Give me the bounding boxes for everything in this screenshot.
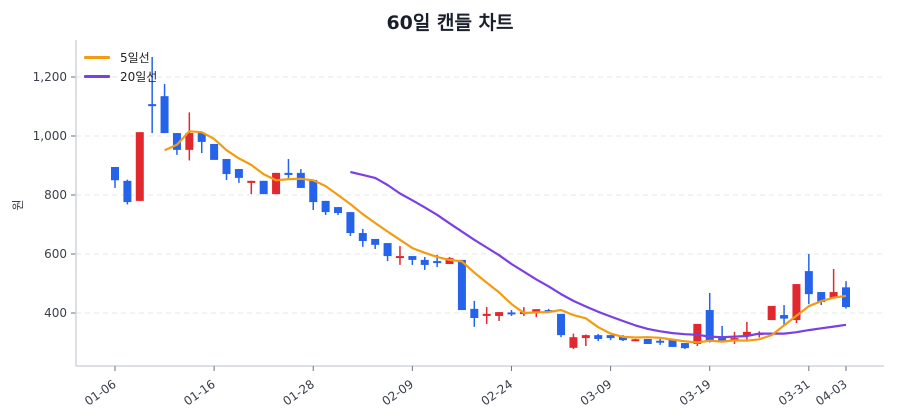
candle-body: [309, 179, 318, 203]
x-tick-label: 01-16: [181, 377, 218, 408]
x-tick-label: 03-09: [578, 377, 615, 408]
candle-body: [222, 159, 231, 175]
candle-body: [680, 343, 689, 349]
candle-body: [482, 313, 491, 316]
candle-body: [495, 312, 504, 316]
candle-body: [705, 310, 714, 342]
legend-label-ma5: 5일선: [120, 51, 150, 65]
candle-body: [247, 180, 256, 183]
candle-body: [358, 233, 367, 242]
y-tick-label: 400: [44, 306, 67, 320]
candle-body: [780, 315, 789, 319]
x-tick-label: 01-06: [82, 377, 119, 408]
x-tick-label: 03-31: [776, 377, 813, 408]
y-axis-label: 원: [11, 199, 25, 210]
candle-body: [668, 338, 677, 347]
chart-title: 60일 캔들 차트: [386, 12, 514, 34]
candle-body: [594, 335, 603, 339]
candle-body: [532, 309, 541, 313]
ma5-swatch-icon: [84, 56, 110, 59]
candle-body: [395, 256, 404, 259]
candle-body: [371, 238, 380, 245]
ma20-swatch-icon: [84, 75, 110, 78]
candle-body: [569, 337, 578, 348]
ma20-line: [350, 170, 847, 339]
candle-body: [284, 172, 293, 175]
y-tick-label: 600: [44, 247, 67, 261]
x-tick-label: 02-24: [479, 377, 516, 408]
candle-body: [742, 331, 751, 336]
candle-body: [557, 313, 566, 336]
candle-body: [296, 172, 305, 188]
candle-body: [829, 292, 838, 298]
candle-body: [148, 104, 157, 107]
candle-body: [631, 339, 640, 342]
candle-body: [445, 258, 454, 265]
candle-body: [272, 172, 281, 195]
ma5-line: [164, 130, 847, 344]
candle-body: [172, 133, 181, 150]
candle-body: [581, 335, 590, 339]
candle-body: [334, 207, 343, 213]
candle-body: [718, 338, 727, 342]
candle-body: [792, 284, 801, 321]
candle-body: [383, 243, 392, 257]
y-tick-label: 1,000: [33, 129, 67, 143]
candle-body: [408, 256, 417, 260]
y-tick-label: 1,200: [33, 70, 67, 84]
legend-item-ma5[interactable]: 5일선: [84, 48, 157, 67]
x-tick-label: 01-28: [280, 377, 317, 408]
x-tick-label: 02-09: [379, 377, 416, 408]
candle-body: [767, 305, 776, 321]
candle-body: [507, 312, 516, 315]
x-tick-label: 03-19: [677, 377, 714, 408]
x-tick-label: 04-03: [813, 377, 850, 408]
candle-body: [135, 132, 144, 201]
candle-body: [160, 96, 169, 134]
candle-body: [618, 336, 627, 341]
candle-body: [346, 212, 355, 234]
legend: 5일선 20일선: [84, 48, 157, 86]
candle-body: [842, 287, 851, 308]
legend-item-ma20[interactable]: 20일선: [84, 67, 157, 86]
candle-body: [643, 338, 652, 344]
candle-body: [804, 271, 813, 295]
legend-label-ma20: 20일선: [120, 70, 158, 84]
candle-body: [197, 133, 206, 142]
candle-body: [123, 180, 132, 203]
candle-body: [656, 340, 665, 343]
y-tick-label: 800: [44, 188, 67, 202]
candle-body: [210, 143, 219, 160]
candle-body: [420, 259, 429, 265]
candle-body: [817, 292, 826, 303]
candle-body: [259, 180, 268, 195]
candle-body: [470, 308, 479, 319]
candle-body: [185, 133, 194, 150]
candle-body: [234, 169, 243, 178]
candle-body: [433, 261, 442, 264]
candle-body: [321, 200, 330, 213]
candle-body: [457, 259, 466, 311]
candle-body: [606, 335, 615, 339]
candle-body: [111, 166, 119, 181]
